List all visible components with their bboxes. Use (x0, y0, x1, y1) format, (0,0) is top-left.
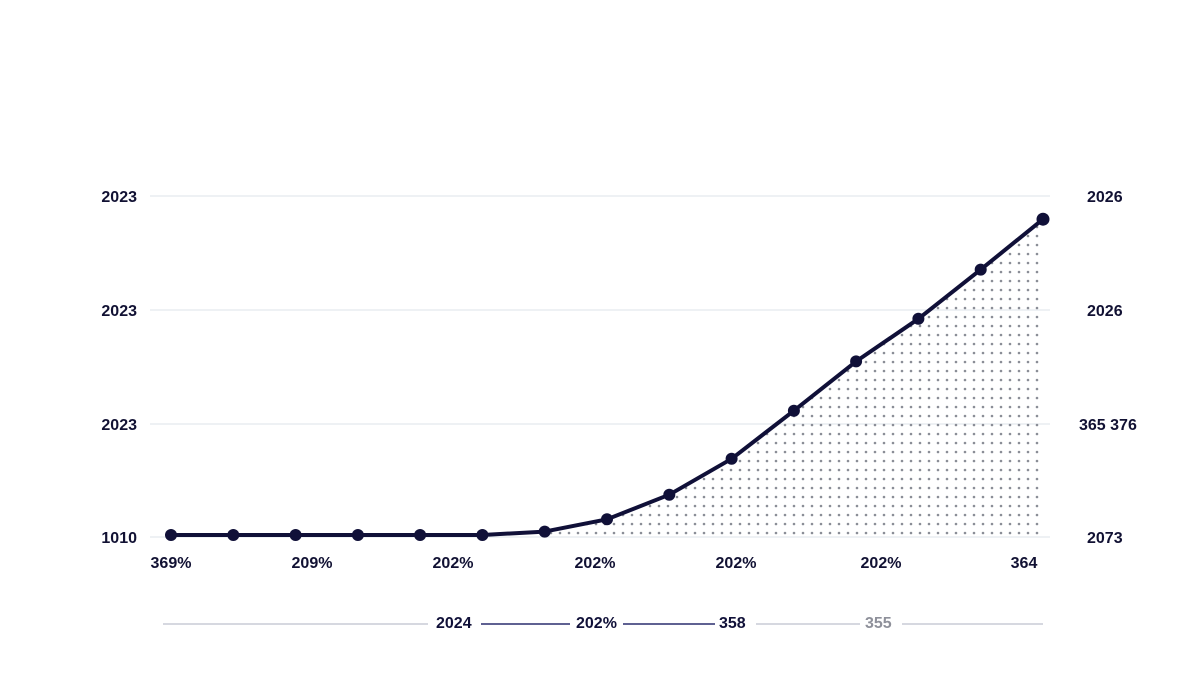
data-point (912, 312, 925, 325)
right-tick-label: 2073 (1087, 530, 1123, 547)
data-point (725, 452, 738, 465)
legend-item-label[interactable]: 358 (719, 615, 746, 632)
left-tick-label: 2023 (101, 417, 137, 434)
x-tick-label: 364 (1011, 555, 1038, 572)
left-axis: 2023 2023 2023 1010 (101, 189, 137, 547)
left-tick-label: 1010 (101, 530, 137, 547)
data-point (351, 529, 364, 541)
left-tick-label: 2023 (101, 189, 137, 206)
data-point (476, 529, 489, 541)
shaded-area (544, 219, 1043, 535)
data-point (787, 404, 800, 417)
x-tick-label: 209% (292, 555, 333, 572)
x-tick-label: 202% (861, 555, 902, 572)
data-point (538, 525, 551, 538)
legend-item-label[interactable]: 202% (576, 615, 617, 632)
legend: 2024 202% 358 355 (163, 615, 1043, 632)
data-point (850, 355, 863, 368)
data-point (663, 488, 676, 501)
left-tick-label: 2023 (101, 303, 137, 320)
legend-item-label[interactable]: 355 (865, 615, 892, 632)
right-tick-label: 2026 (1087, 303, 1123, 320)
right-axis: 2026 2026 365 376 2073 (1079, 189, 1137, 547)
x-tick-label: 369% (151, 555, 192, 572)
data-point (601, 513, 613, 526)
x-tick-label: 202% (575, 555, 616, 572)
data-point (289, 529, 302, 541)
data-point (227, 529, 240, 541)
legend-item-label[interactable]: 2024 (436, 615, 472, 632)
data-points (165, 212, 1050, 541)
data-point (974, 263, 987, 276)
data-point (165, 529, 177, 541)
x-axis: 369% 209% 202% 202% 202% 202% 364 (151, 555, 1038, 572)
data-point (414, 529, 427, 541)
x-tick-label: 202% (433, 555, 474, 572)
x-tick-label: 202% (716, 555, 757, 572)
right-tick-label: 2026 (1087, 189, 1123, 206)
right-tick-label: 365 376 (1079, 417, 1137, 434)
data-point (1036, 212, 1050, 226)
